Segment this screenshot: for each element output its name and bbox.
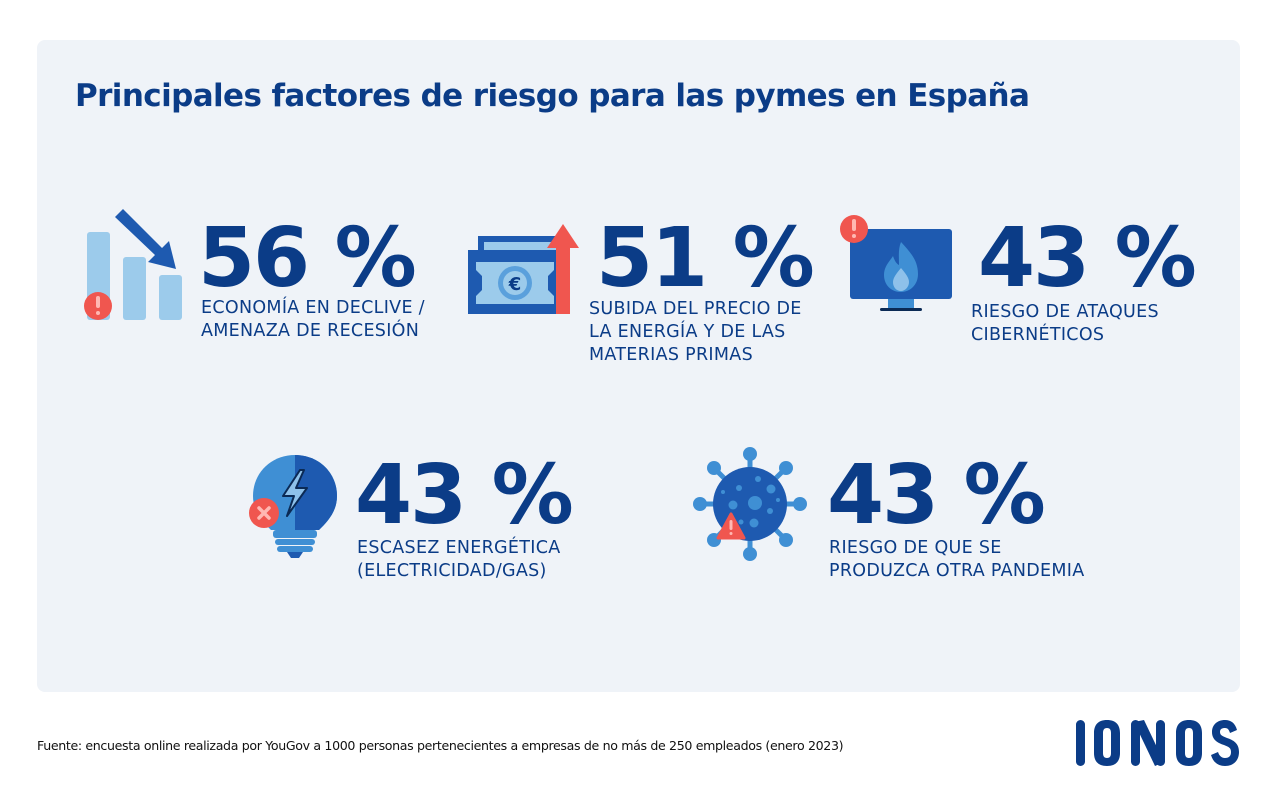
source-note: Fuente: encuesta online realizada por Yo… xyxy=(37,738,844,753)
virus-warning-icon xyxy=(693,447,807,561)
stat-label: ESCASEZ ENERGÉTICA (ELECTRICIDAD/GAS) xyxy=(357,538,561,581)
stat-value: 43 % xyxy=(827,448,1046,543)
declining-bar-chart-icon xyxy=(84,209,182,320)
stat-value: 43 % xyxy=(978,211,1197,306)
monitor-flame-alert-icon xyxy=(840,215,952,311)
lightbulb-lightning-icon xyxy=(249,455,337,558)
infographic-panel xyxy=(37,40,1240,692)
stat-label: ECONOMÍA EN DECLIVE / AMENAZA DE RECESIÓ… xyxy=(201,298,425,341)
stat-value: 56 % xyxy=(198,211,417,306)
ionos-logo xyxy=(1076,720,1239,766)
svg-text:€: € xyxy=(508,274,522,295)
stat-label: RIESGO DE ATAQUES CIBERNÉTICOS xyxy=(971,302,1159,345)
stat-label: SUBIDA DEL PRECIO DE LA ENERGÍA Y DE LAS… xyxy=(589,299,802,365)
stat-value: 43 % xyxy=(355,448,574,543)
stat-label: RIESGO DE QUE SE PRODUZCA OTRA PANDEMIA xyxy=(829,538,1085,581)
page-title: Principales factores de riesgo para las … xyxy=(75,78,1030,114)
stat-value: 51 % xyxy=(596,211,815,306)
euro-banknotes-rising-arrow-icon: € xyxy=(468,224,579,314)
